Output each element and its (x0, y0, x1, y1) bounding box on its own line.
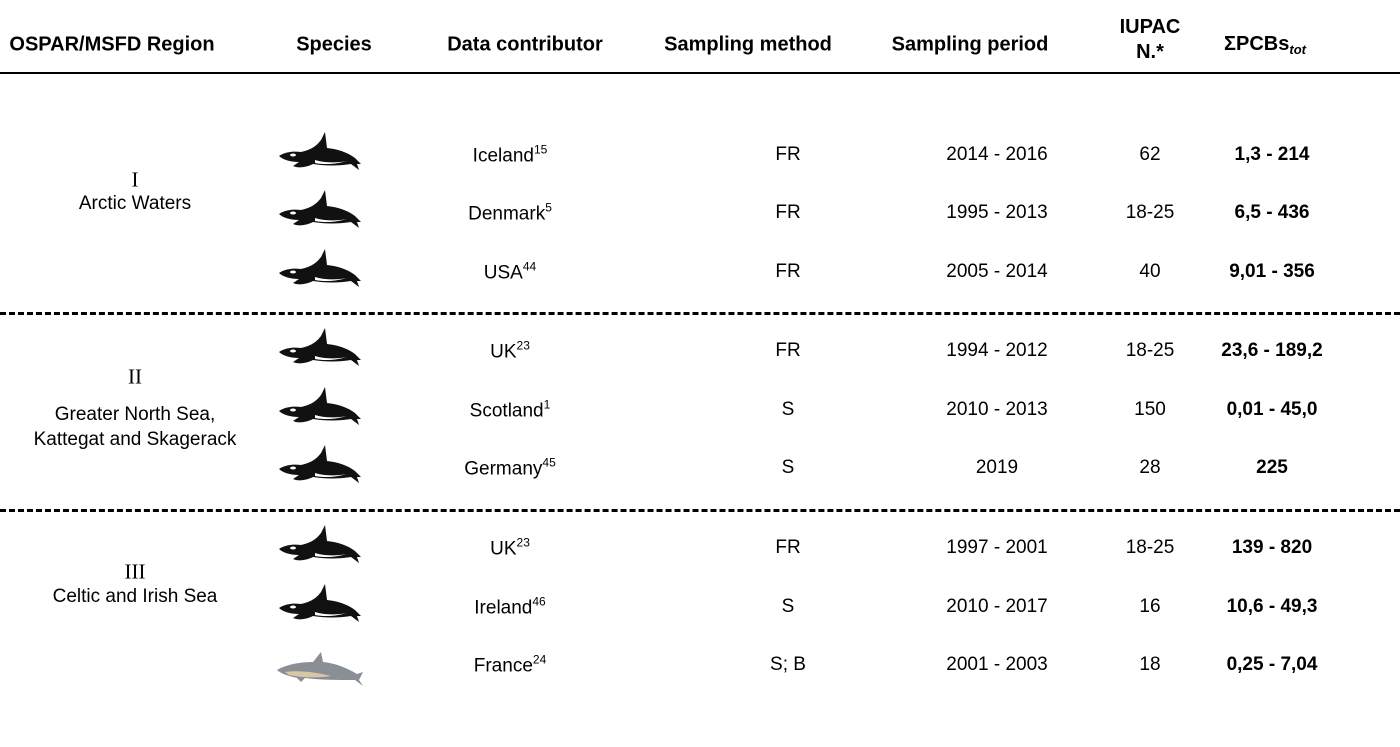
pcbs-cell: 0,01 - 45,0 (1226, 399, 1318, 420)
contributor: USA (483, 262, 523, 284)
contributor-cell: Iceland15 (473, 143, 548, 168)
method-cell: S (781, 457, 795, 478)
iupac-cell: 18-25 (1125, 537, 1175, 558)
header-cell: OSPAR/MSFD Region (9, 33, 215, 56)
iupac-cell: 28 (1139, 457, 1161, 478)
contributor-cell: Denmark5 (468, 201, 552, 226)
region-number: II (128, 364, 142, 389)
pcbs-cell: 0,25 - 7,04 (1226, 654, 1318, 675)
iupac-cell: 40 (1139, 261, 1161, 282)
header-cell: Sampling period (891, 33, 1049, 56)
method-cell: FR (775, 144, 801, 165)
species-icon (275, 326, 365, 376)
period-cell: 2010 - 2017 (946, 596, 1048, 617)
reference: 24 (532, 652, 547, 667)
header-subscript: tot (1289, 42, 1306, 57)
header-cell: Species (296, 33, 372, 56)
species-icon (275, 188, 365, 238)
reference: 23 (516, 338, 530, 353)
pcbs-cell: 9,01 - 356 (1229, 261, 1315, 282)
region-number: III (124, 559, 146, 584)
method-cell: FR (775, 537, 801, 558)
species-icon (275, 385, 365, 435)
period-cell: 2010 - 2013 (946, 399, 1048, 420)
contributor: UK (490, 341, 517, 363)
species-icon (275, 582, 365, 632)
pcbs-cell: 1,3 - 214 (1234, 144, 1310, 165)
period-cell: 2019 (975, 457, 1019, 478)
species-icon (275, 523, 365, 573)
method-cell: S (781, 596, 795, 617)
pcbs-cell: 10,6 - 49,3 (1226, 596, 1318, 617)
pcbs-cell: 225 (1256, 457, 1288, 478)
header-rule (0, 72, 1400, 74)
period-cell: 1994 - 2012 (946, 340, 1048, 361)
method-cell: FR (775, 340, 801, 361)
reference: 23 (516, 535, 530, 550)
header-cell: IUPAC N.* (1119, 16, 1181, 63)
period-cell: 2001 - 2003 (946, 654, 1048, 675)
reference: 5 (545, 200, 552, 215)
region-name: Arctic Waters (78, 193, 192, 214)
reference: 44 (522, 259, 537, 274)
iupac-cell: 18-25 (1125, 340, 1175, 361)
period-cell: 1995 - 2013 (946, 202, 1048, 223)
contributor: Ireland (474, 597, 533, 619)
region-separator (0, 312, 1400, 315)
header-text: ΣPCBs (1224, 33, 1290, 55)
iupac-cell: 18 (1139, 654, 1161, 675)
reference: 15 (533, 142, 548, 157)
pcbs-cell: 6,5 - 436 (1234, 202, 1310, 223)
iupac-cell: 16 (1139, 596, 1161, 617)
method-cell: FR (775, 261, 801, 282)
contributor: Germany (464, 458, 543, 480)
contributor-cell: Germany45 (464, 456, 556, 481)
contributor-cell: France24 (474, 653, 547, 678)
contributor-cell: Scotland1 (470, 398, 551, 423)
pcbs-cell: 139 - 820 (1231, 537, 1313, 558)
contributor: UK (490, 538, 517, 560)
iupac-cell: 18-25 (1125, 202, 1175, 223)
contributor: France (473, 655, 533, 677)
contributor-cell: USA44 (484, 260, 536, 285)
contributor-cell: UK23 (490, 536, 530, 561)
period-cell: 2014 - 2016 (946, 144, 1048, 165)
reference: 45 (542, 455, 556, 470)
species-icon (275, 443, 365, 493)
header-cell: Sampling method (664, 33, 832, 56)
contributor-cell: Ireland46 (474, 595, 545, 620)
region-number: I (131, 167, 139, 192)
iupac-cell: 62 (1139, 144, 1161, 165)
method-cell: FR (775, 202, 801, 223)
reference: 46 (532, 594, 546, 609)
method-cell: S; B (770, 654, 806, 675)
region-separator (0, 509, 1400, 512)
period-cell: 1997 - 2001 (946, 537, 1048, 558)
contributor: Iceland (472, 145, 534, 167)
period-cell: 2005 - 2014 (946, 261, 1048, 282)
reference: 1 (543, 397, 551, 412)
method-cell: S (781, 399, 795, 420)
header-cell: ΣPCBstot (1224, 33, 1306, 57)
species-icon (275, 247, 365, 297)
species-icon (275, 640, 365, 690)
contributor-cell: UK23 (490, 339, 530, 364)
pcbs-cell: 23,6 - 189,2 (1221, 340, 1323, 361)
region-name: Celtic and Irish Sea (52, 586, 218, 607)
species-icon (275, 130, 365, 180)
contributor: Denmark (468, 203, 546, 225)
contributor: Scotland (469, 400, 544, 422)
header-cell: Data contributor (447, 33, 603, 56)
iupac-cell: 150 (1134, 399, 1166, 420)
region-name: Greater North Sea, Kattegat and Skagerac… (33, 404, 237, 450)
